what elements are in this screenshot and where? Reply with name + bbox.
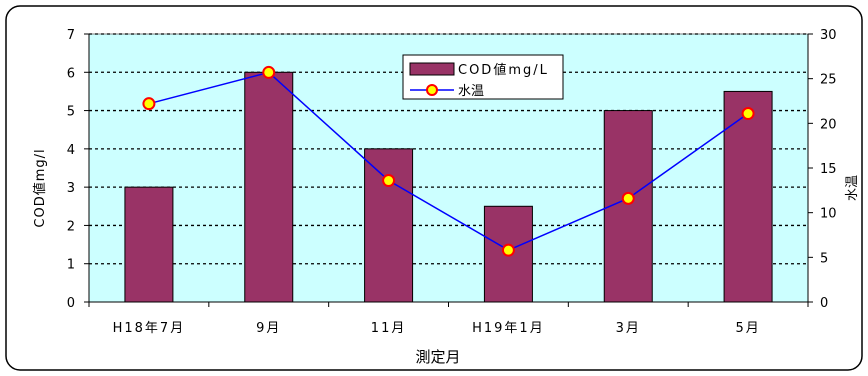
y-left-tick-label: 6 [67,66,75,81]
water-temp-point-5 [741,107,755,121]
line-series [142,65,755,257]
x-tick-label: 3月 [616,321,641,336]
water-temp-point-0 [142,97,156,111]
y-right-tick-label: 30 [820,28,837,43]
y-left-tick-label: 4 [67,143,75,158]
legend-line-label: 水温 [458,84,484,99]
x-tick-label: 9月 [256,321,281,336]
y-left-tick-label: 0 [67,296,75,311]
legend-line-marker [426,84,438,96]
y-right-tick-label: 0 [820,296,828,311]
y-left-tick-label: 5 [67,105,75,120]
bar-0 [124,186,174,303]
y-left-tick-label: 7 [67,28,75,43]
water-temp-point-3 [501,243,515,257]
water-temp-point-1 [262,65,276,79]
y-left-tick-label: 3 [67,181,75,196]
water-temp-point-4 [621,191,635,205]
y-right-tick-label: 5 [820,251,828,266]
y-axis-right-title: 水温 [845,175,860,201]
x-tick-label: 5月 [735,321,760,336]
bar-5 [723,90,773,303]
water-temp-line [148,71,749,252]
y-right-tick-label: 10 [820,207,837,222]
y-right-tick-label: 20 [820,117,837,132]
legend-bar-swatch [409,62,455,76]
x-axis-title: 測定月 [415,348,460,366]
legend-box [402,54,564,100]
x-tick-label: H19年1月 [472,321,545,336]
y-right-tick-label: 25 [820,73,837,88]
bar-1 [244,71,294,303]
x-tick-label: 11月 [371,321,407,336]
legend: COD値mg/L 水温 [402,54,564,100]
bar-2 [364,148,414,303]
y-left-tick-label: 2 [67,219,75,234]
legend-bar-label: COD値mg/L [458,62,549,78]
y-left-tick-label: 1 [67,258,75,273]
y-axis-left-title: COD値mg/l [32,148,48,227]
water-temp-point-2 [382,174,396,188]
y-right-tick-label: 15 [820,162,837,177]
bar-series [124,71,773,303]
x-tick-label: H18年7月 [113,321,186,336]
axes: 0 1 2 3 4 5 6 7 0 5 10 15 20 25 30 H18年7月 9月 11月 H19年1月 3月 5… [67,28,837,336]
